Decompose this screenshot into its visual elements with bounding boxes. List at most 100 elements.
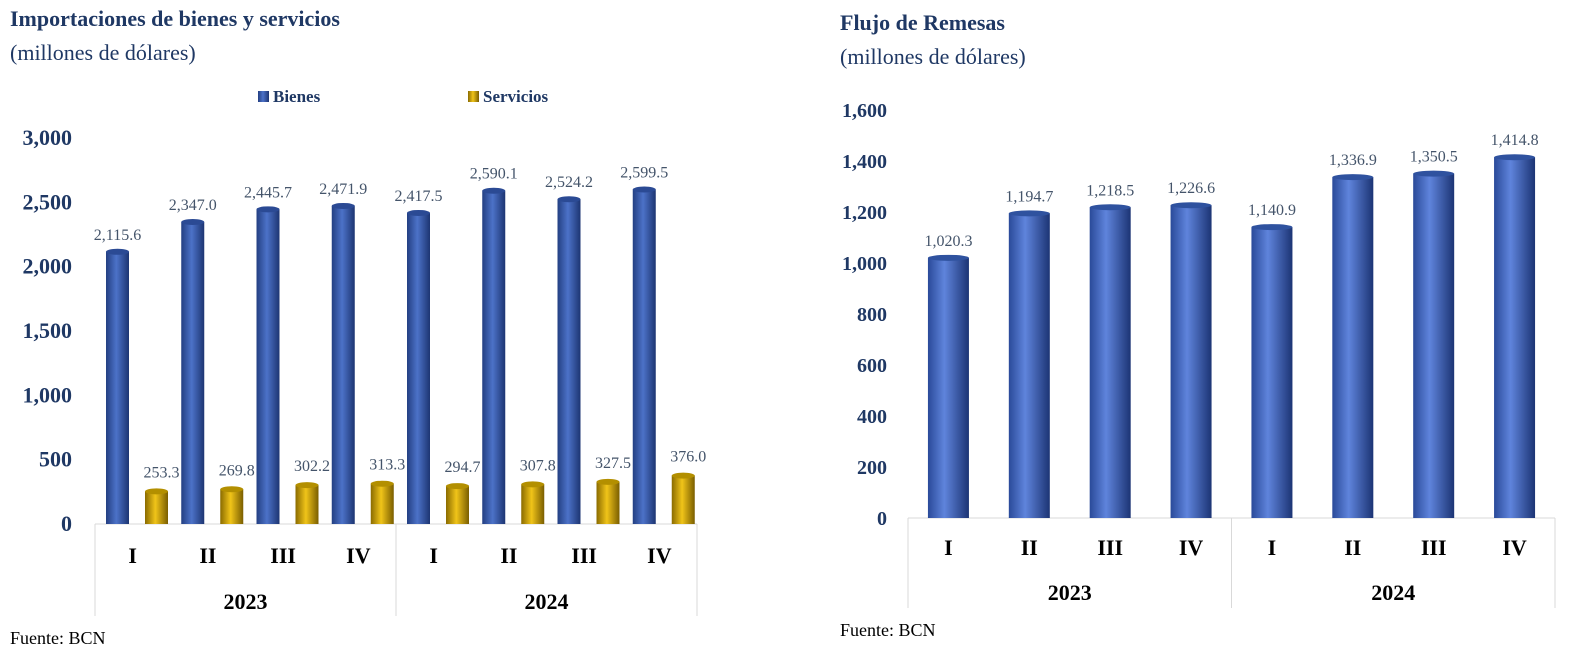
y-tick-label: 500	[39, 447, 72, 472]
data-label-servicios: 294.7	[445, 459, 481, 476]
remittances-source-note: Fuente: BCN	[840, 620, 936, 640]
bar-servicios	[671, 472, 695, 524]
y-tick-label: 800	[857, 304, 887, 326]
bar-servicios	[145, 488, 168, 524]
year-group-label: 2023	[224, 589, 268, 614]
data-label-bienes: 2,524.2	[545, 174, 593, 191]
x-tick-label: IV	[1179, 535, 1204, 560]
bar-remesas	[1251, 224, 1293, 518]
legend-label: Bienes	[273, 87, 321, 106]
bar-bienes	[482, 187, 506, 524]
data-label-remesas: 1,020.3	[924, 233, 972, 250]
x-tick-label: III	[270, 543, 296, 568]
y-tick-label: 600	[857, 355, 887, 377]
x-tick-label: IV	[1502, 535, 1527, 560]
data-label-remesas: 1,140.9	[1248, 202, 1296, 219]
x-tick-label: I	[1268, 535, 1277, 560]
legend-swatch	[468, 91, 479, 102]
bar-remesas	[1494, 154, 1536, 518]
data-label-bienes: 2,471.9	[319, 181, 367, 198]
imports-chart-subtitle: (millones de dólares)	[10, 40, 196, 65]
remittances-chart-title: Flujo de Remesas	[840, 10, 1005, 35]
data-label-remesas: 1,226.6	[1167, 180, 1215, 197]
bar-remesas	[927, 254, 969, 518]
data-label-servicios: 302.2	[294, 458, 330, 475]
imports-chart-title: Importaciones de bienes y servicios	[10, 6, 340, 31]
legend-bienes: Bienes	[258, 87, 321, 106]
data-label-servicios: 313.3	[369, 457, 405, 474]
bar-bienes	[106, 248, 129, 525]
y-tick-label: 1,500	[23, 318, 73, 343]
x-tick-label: III	[1421, 535, 1447, 560]
data-label-remesas: 1,336.9	[1329, 152, 1377, 169]
x-tick-label: II	[1344, 535, 1361, 560]
data-label-bienes: 2,445.7	[244, 184, 292, 201]
bar-bienes	[557, 196, 581, 524]
y-tick-label: 1,600	[842, 100, 887, 122]
x-tick-label: III	[1097, 535, 1123, 560]
x-tick-label: IV	[647, 543, 672, 568]
data-label-remesas: 1,414.8	[1491, 132, 1539, 149]
legend-label: Servicios	[483, 87, 549, 106]
y-tick-label: 1,000	[23, 382, 73, 407]
data-label-bienes: 2,417.5	[395, 188, 443, 205]
bar-servicios	[521, 481, 545, 524]
data-label-servicios: 327.5	[595, 455, 631, 472]
x-tick-label: I	[429, 543, 438, 568]
legend-servicios: Servicios	[468, 87, 549, 106]
remittances-chart-subtitle: (millones de dólares)	[840, 44, 1026, 69]
x-tick-label: IV	[346, 543, 371, 568]
bar-remesas	[1089, 204, 1131, 518]
year-group-label: 2023	[1048, 580, 1092, 605]
bar-servicios	[295, 482, 319, 524]
legend: Bienes Servicios	[258, 87, 549, 106]
remittances-bar-chart: 0 200 400 600 800 1,000 1,200 1,400 1,600 1,020.3…	[842, 100, 1556, 608]
legend-swatch	[258, 91, 269, 102]
y-tick-label: 3,000	[23, 125, 73, 150]
y-tick-label: 1,000	[842, 253, 887, 275]
bar-remesas	[1008, 210, 1050, 518]
imports-source-note: Fuente: BCN	[10, 628, 106, 648]
bar-servicios	[370, 480, 394, 524]
x-tick-label: I	[128, 543, 137, 568]
data-label-bienes: 2,599.5	[620, 165, 668, 182]
data-label-servicios: 253.3	[144, 464, 180, 481]
x-tick-label: II	[1021, 535, 1038, 560]
y-tick-label: 2,000	[23, 254, 73, 279]
data-label-servicios: 376.0	[670, 449, 706, 466]
bar-remesas	[1170, 202, 1212, 519]
data-label-bienes: 2,347.0	[169, 197, 217, 214]
data-label-servicios: 307.8	[520, 457, 556, 474]
data-label-bienes: 2,115.6	[94, 227, 141, 244]
x-tick-label: II	[199, 543, 216, 568]
year-group-label: 2024	[525, 589, 569, 614]
bar-servicios	[220, 486, 244, 524]
y-tick-label: 0	[877, 508, 887, 530]
y-tick-label: 200	[857, 457, 887, 479]
y-tick-label: 400	[857, 406, 887, 428]
bar-servicios	[446, 483, 469, 524]
bar-bienes	[407, 209, 430, 524]
data-label-remesas: 1,194.7	[1005, 188, 1053, 205]
data-label-servicios: 269.8	[219, 462, 255, 479]
x-tick-label: II	[500, 543, 517, 568]
y-tick-label: 2,500	[23, 189, 73, 214]
bar-bienes	[331, 202, 355, 525]
y-tick-label: 0	[61, 511, 72, 536]
bar-bienes	[632, 186, 656, 524]
data-label-remesas: 1,350.5	[1410, 149, 1458, 166]
bar-bienes	[256, 206, 280, 524]
bar-remesas	[1332, 174, 1374, 518]
bar-remesas	[1413, 170, 1455, 518]
bar-servicios	[596, 478, 620, 524]
y-tick-label: 1,200	[842, 202, 887, 224]
data-label-bienes: 2,590.1	[470, 166, 518, 183]
year-group-label: 2024	[1371, 580, 1415, 605]
bar-bienes	[181, 219, 205, 524]
imports-chart-panel: Importaciones de bienes y servicios (mil…	[0, 0, 790, 667]
x-tick-label: I	[944, 535, 953, 560]
y-tick-label: 1,400	[842, 151, 887, 173]
data-label-remesas: 1,218.5	[1086, 182, 1134, 199]
x-tick-label: III	[571, 543, 597, 568]
imports-bar-chart: 0 500 1,000 1,500 2,000 2,500 3,000 2,115.6 253.…	[23, 87, 706, 616]
